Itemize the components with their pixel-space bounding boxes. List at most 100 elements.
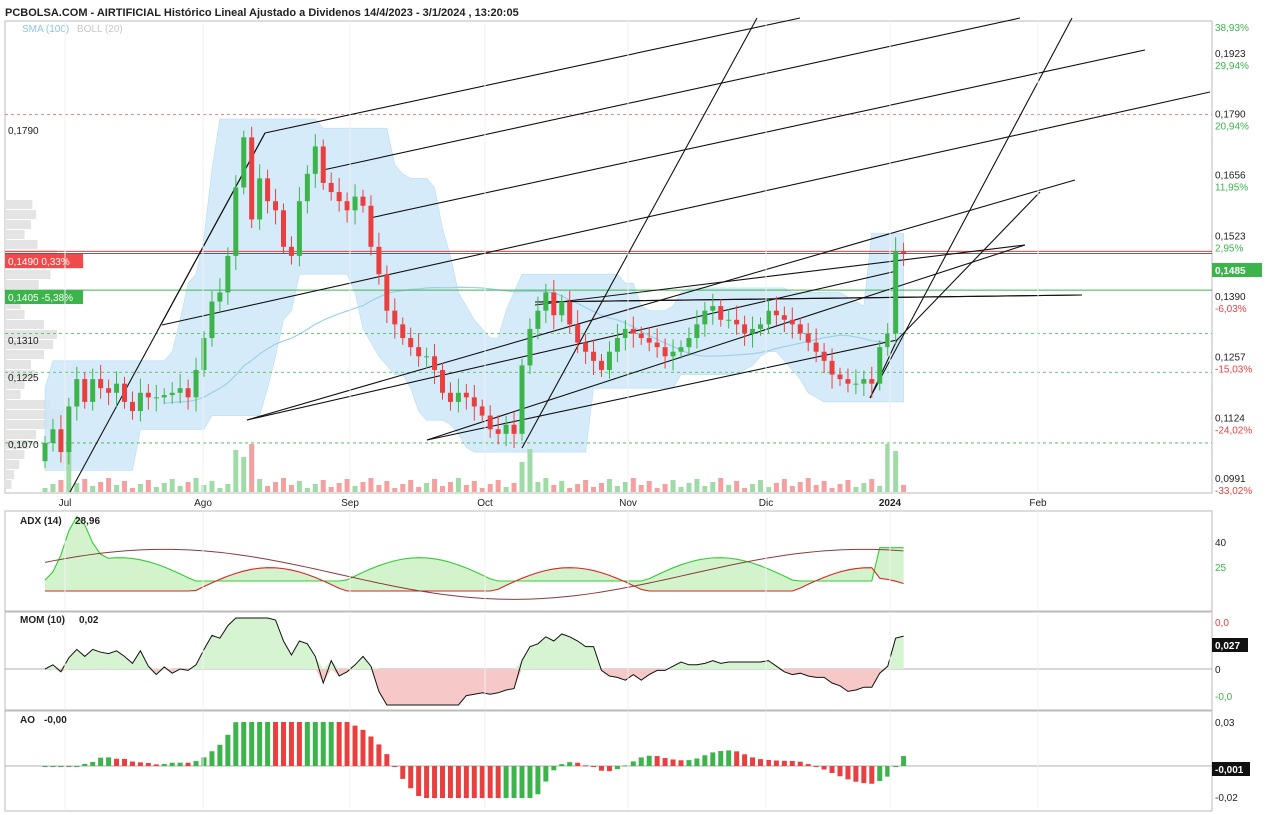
- candle-body: [575, 324, 581, 343]
- volume-bar: [535, 482, 541, 492]
- volume-bar: [606, 479, 612, 492]
- ao-bar: [416, 766, 422, 797]
- volume-bar: [312, 484, 318, 492]
- volume-bar: [861, 483, 867, 492]
- ao-bar: [829, 766, 835, 773]
- ao-bar: [98, 757, 104, 766]
- right-axis-price: 0,1790: [1215, 110, 1246, 121]
- candle-body: [122, 383, 127, 402]
- candle-body: [455, 392, 461, 402]
- volume-bar: [765, 487, 771, 492]
- ao-bar: [281, 722, 286, 766]
- ao-bar: [114, 758, 120, 766]
- trend-line: [264, 17, 801, 134]
- plus-di-line: [44, 515, 904, 582]
- ao-bar: [400, 766, 406, 779]
- ao-bar: [599, 766, 604, 771]
- volume-bar: [344, 479, 350, 492]
- candle-body: [408, 338, 414, 348]
- mom-line: [44, 617, 904, 706]
- mom-panel-frame: [4, 611, 1213, 711]
- ao-bar: [233, 722, 239, 766]
- month-label: Feb: [1029, 498, 1047, 509]
- ao-bar: [781, 760, 787, 766]
- candle-body: [535, 310, 541, 329]
- volume-profile-bar: [5, 230, 25, 239]
- trend-line: [161, 91, 1211, 326]
- ao-bar: [503, 766, 509, 798]
- candle-body: [694, 324, 700, 339]
- candle-body: [273, 201, 279, 211]
- volume-bar: [42, 488, 48, 492]
- volume-bar: [122, 481, 127, 492]
- candle-body: [614, 338, 620, 352]
- volume-bar: [400, 484, 406, 492]
- ao-bar: [694, 758, 700, 766]
- volume-bar: [193, 478, 199, 492]
- candle-body: [233, 187, 239, 256]
- candle-body: [257, 178, 263, 220]
- month-label: Ago: [194, 498, 212, 509]
- ao-bar: [583, 765, 589, 767]
- ao-bar: [702, 755, 708, 766]
- legend-sma: SMA (100): [22, 24, 69, 35]
- ao-bar: [543, 766, 549, 782]
- volume-bar: [368, 478, 374, 492]
- mom-badge: 0,027: [1215, 641, 1240, 652]
- ao-badge: -0,001: [1215, 765, 1244, 776]
- ao-bar: [678, 760, 684, 766]
- adx-indicator: [44, 515, 904, 600]
- candle-body: [622, 328, 628, 339]
- candle-body: [877, 347, 883, 384]
- ao-bar: [225, 734, 231, 766]
- candle-body: [702, 310, 708, 325]
- ao-bar: [193, 761, 199, 766]
- month-label: Nov: [619, 498, 637, 509]
- ao-bar: [479, 766, 485, 798]
- ao-bar: [58, 766, 64, 767]
- volume-bar: [630, 478, 636, 492]
- candle-body: [360, 196, 366, 206]
- ao-tick: 0,03: [1215, 718, 1235, 729]
- candle-body: [567, 301, 573, 325]
- candle-body: [606, 351, 612, 370]
- ao-bar: [153, 764, 159, 766]
- candle-body: [742, 324, 748, 334]
- volume-profile-bar: [5, 200, 33, 209]
- ao-bar: [813, 766, 819, 767]
- volume-bar: [106, 478, 112, 492]
- candle-body: [789, 319, 795, 325]
- candle-body: [241, 137, 247, 188]
- ao-bar: [328, 722, 334, 766]
- candle-body: [432, 356, 438, 370]
- left-price-label: 0,1790: [8, 126, 39, 137]
- ao-bar: [535, 766, 541, 795]
- volume-bar: [241, 457, 247, 492]
- ao-bar: [312, 722, 318, 766]
- ao-bar: [734, 751, 740, 766]
- volume-bar: [670, 480, 676, 492]
- ao-bar: [885, 766, 891, 777]
- volume-bar: [416, 487, 422, 492]
- ao-bar: [74, 766, 80, 767]
- candle-body: [821, 351, 827, 361]
- candle-body: [853, 383, 859, 385]
- ao-bar: [551, 766, 557, 771]
- candle-body: [583, 342, 589, 352]
- volume-bar: [503, 487, 509, 492]
- adx-tick: 40: [1215, 538, 1227, 549]
- candle-body: [773, 310, 779, 316]
- candle-body: [106, 388, 112, 393]
- right-axis-price: 0,1523: [1215, 231, 1246, 242]
- volume-bar: [614, 486, 620, 492]
- candle-body: [670, 351, 676, 357]
- volume-bar: [424, 483, 430, 492]
- ao-bar: [773, 760, 779, 766]
- volume-profile-bar: [5, 320, 44, 329]
- candle-body: [225, 255, 231, 293]
- volume-bar: [758, 480, 763, 492]
- volume-bar: [320, 480, 326, 492]
- volume-profile-bar: [5, 370, 35, 379]
- legend-boll: BOLL (20): [77, 24, 123, 35]
